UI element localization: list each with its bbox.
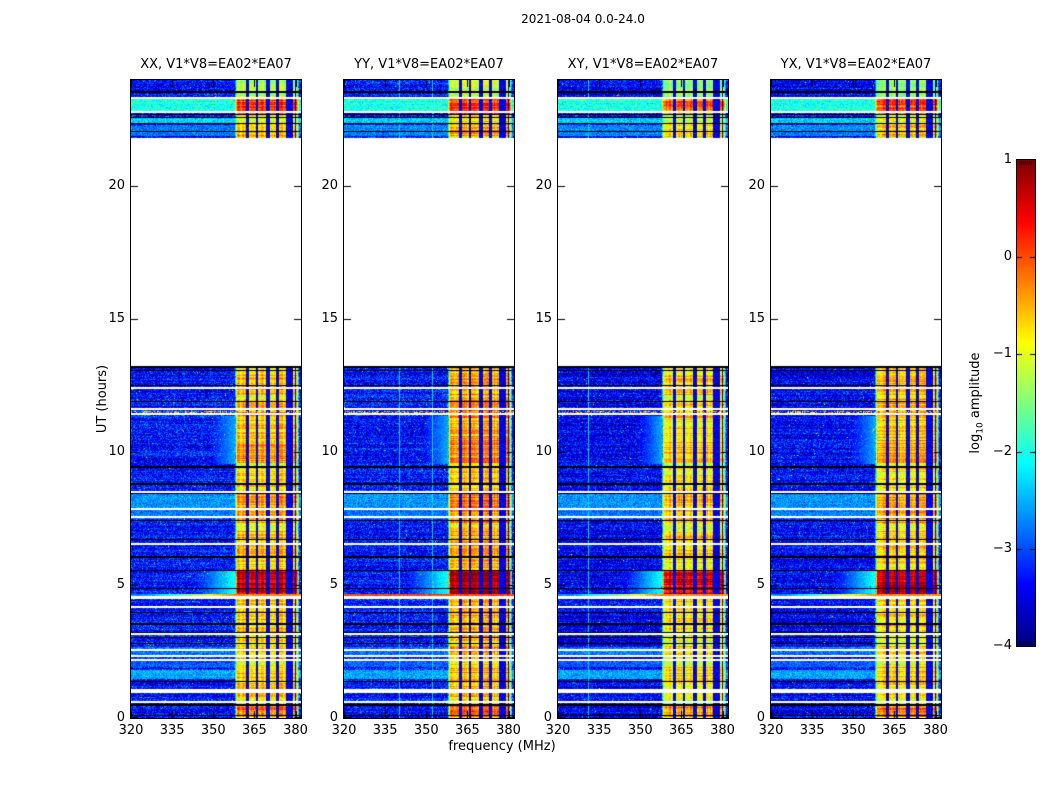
colorbar-tick-label: 0 [1003,249,1012,265]
x-tick-label: 365 [668,723,694,738]
panel-title-xx: XX, V1*V8=EA02*EA07 [140,57,292,72]
spectrogram-canvas-yx [771,80,941,718]
colorbar-tick-label: −4 [992,638,1012,653]
y-tick-label: 0 [329,710,338,725]
x-tick-label: 350 [200,723,226,738]
y-tick-label: 20 [535,178,552,194]
colorbar-tick-label: −1 [992,346,1012,362]
x-tick-label: 380 [496,723,521,738]
x-tick-label: 380 [283,723,308,738]
y-tick-label: 10 [108,444,125,460]
panel-title-xy: XY, V1*V8=EA02*EA07 [567,57,719,72]
x-tick-label: 365 [454,723,480,738]
x-tick-label: 335 [372,723,398,738]
x-tick-label: 380 [923,723,948,738]
x-tick-label: 335 [159,723,185,738]
colorbar-tick-label: 1 [1003,152,1012,167]
y-tick-label: 5 [116,577,125,593]
panel-title-yx: YX, V1*V8=EA02*EA07 [780,57,932,72]
colorbar-tick-label: −2 [992,443,1012,459]
spectrogram-panel-xy [557,79,729,719]
colorbar-label: log10 amplitude [968,352,986,454]
x-tick-label: 350 [413,723,439,738]
y-tick-label: 15 [748,311,765,327]
colorbar-tick-label: −3 [992,540,1012,556]
y-tick-label: 15 [535,311,552,327]
y-tick-label: 5 [329,577,338,593]
y-tick-label: 0 [543,710,552,725]
spectrogram-canvas-yy [344,80,514,718]
spectrogram-canvas-xy [558,80,728,718]
y-tick-label: 5 [756,577,765,593]
colorbar-canvas [1017,160,1035,646]
figure-title: 2021-08-04 0.0-24.0 [521,12,645,26]
x-tick-label: 320 [545,723,571,738]
x-tick-label: 350 [840,723,866,738]
y-tick-label: 0 [756,710,765,725]
y-tick-label: 15 [321,311,338,327]
x-tick-label: 380 [710,723,735,738]
x-tick-label: 335 [799,723,825,738]
x-tick-label: 320 [758,723,784,738]
y-tick-label: 15 [108,311,125,327]
y-tick-label: 20 [748,178,765,194]
x-tick-label: 335 [586,723,612,738]
x-tick-label: 365 [881,723,907,738]
y-tick-label: 10 [748,444,765,460]
y-tick-label: 20 [321,178,338,194]
colorbar [1016,159,1036,647]
spectrogram-panel-yx [770,79,942,719]
spectrogram-panel-xx [130,79,302,719]
y-tick-label: 20 [108,178,125,194]
x-tick-label: 320 [331,723,357,738]
spectrogram-canvas-xx [131,80,301,718]
x-tick-label: 320 [118,723,144,738]
y-tick-label: 5 [543,577,552,593]
x-tick-label: 350 [627,723,653,738]
panel-title-yy: YY, V1*V8=EA02*EA07 [354,57,504,72]
y-tick-label: 10 [535,444,552,460]
x-axis-label: frequency (MHz) [448,739,556,754]
x-tick-label: 365 [241,723,267,738]
y-tick-label: 0 [116,710,125,725]
y-tick-label: 10 [321,444,338,460]
spectrogram-panel-yy [343,79,515,719]
